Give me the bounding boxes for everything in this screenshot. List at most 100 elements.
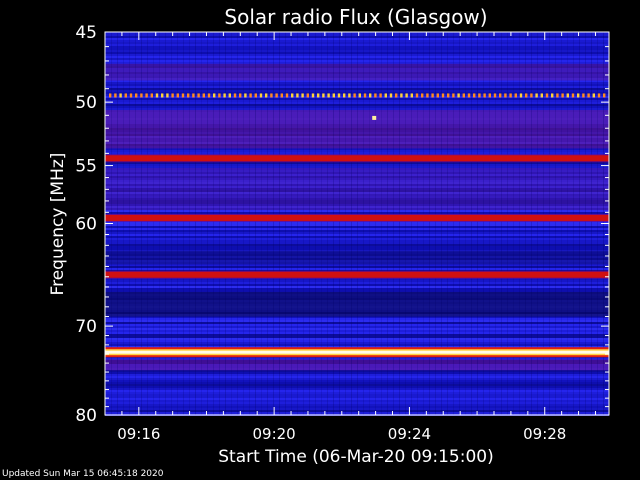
pulsed-band-mark — [436, 93, 439, 98]
heatmap-row — [105, 242, 609, 244]
time-striation — [147, 32, 148, 415]
time-striation — [531, 32, 532, 415]
heatmap-row — [105, 328, 609, 330]
heatmap-row — [105, 290, 609, 292]
pulsed-band-mark — [270, 93, 273, 98]
pulsed-band-mark — [369, 93, 372, 98]
heatmap-row — [105, 186, 609, 188]
heatmap-row — [105, 100, 609, 102]
heatmap-row — [105, 244, 609, 246]
pulsed-band-mark — [322, 93, 325, 98]
heatmap-row — [105, 404, 609, 406]
heatmap-row — [105, 82, 609, 84]
time-striation — [573, 32, 574, 415]
heatmap-row — [105, 192, 609, 194]
heatmap-row — [105, 398, 609, 400]
pulsed-band-mark — [379, 93, 382, 98]
pulsed-band-mark — [499, 93, 502, 98]
pulsed-band-mark — [285, 93, 289, 98]
heatmap-row — [105, 52, 609, 54]
pulsed-band-mark — [592, 93, 595, 98]
pulsed-band-mark — [374, 93, 377, 98]
heatmap-row — [105, 102, 609, 104]
heatmap-row — [105, 178, 609, 180]
heatmap-row — [105, 50, 609, 52]
time-striation — [213, 32, 214, 415]
heatmap-row — [105, 48, 609, 50]
time-striation — [231, 32, 232, 415]
heatmap-row — [105, 58, 609, 60]
time-striation — [297, 32, 298, 415]
time-striation — [459, 32, 460, 415]
pulsed-band-mark — [181, 93, 185, 98]
pulsed-band-mark — [187, 93, 190, 98]
heatmap-row — [105, 90, 609, 92]
heatmap-row — [105, 316, 609, 318]
emission-band — [105, 155, 609, 162]
time-striation — [423, 32, 424, 415]
pulsed-band-mark — [551, 93, 554, 98]
time-striation — [123, 32, 124, 415]
pulsed-band-mark — [119, 93, 122, 98]
heatmap-row — [105, 280, 609, 282]
heatmap-row — [105, 208, 609, 210]
time-striation — [567, 32, 568, 415]
pulsed-band-mark — [493, 93, 497, 98]
time-striation — [537, 32, 538, 415]
pulsed-band-mark — [525, 93, 528, 98]
pulsed-band-mark — [301, 93, 304, 98]
emission-speck — [372, 115, 377, 120]
heatmap-row — [105, 408, 609, 410]
time-striation — [417, 32, 418, 415]
pulsed-band-mark — [514, 93, 517, 98]
time-striation — [435, 32, 436, 415]
pulsed-band-mark — [311, 93, 315, 98]
heatmap-row — [105, 92, 609, 94]
heatmap-row — [105, 396, 609, 398]
background-subband — [105, 291, 609, 317]
pulsed-band-mark — [150, 93, 153, 98]
heatmap-row — [105, 248, 609, 250]
time-striation — [369, 32, 370, 415]
time-striation — [135, 32, 136, 415]
heatmap-row — [105, 388, 609, 390]
pulsed-band-mark — [114, 93, 117, 98]
pulsed-band-mark — [317, 93, 320, 98]
time-striation — [165, 32, 166, 415]
heatmap-row — [105, 88, 609, 90]
heatmap-row — [105, 372, 609, 374]
time-striation — [345, 32, 346, 415]
pulsed-band-mark — [155, 93, 159, 98]
time-striation — [333, 32, 334, 415]
heatmap-row — [105, 104, 609, 106]
time-striation — [501, 32, 502, 415]
pulsed-band-mark — [233, 93, 237, 98]
pulsed-band-mark — [291, 93, 294, 98]
time-striation — [129, 32, 130, 415]
heatmap-row — [105, 340, 609, 342]
time-striation — [309, 32, 310, 415]
heatmap-row — [105, 148, 609, 150]
time-striation — [411, 32, 412, 415]
time-striation — [303, 32, 304, 415]
time-striation — [393, 32, 394, 415]
time-striation — [585, 32, 586, 415]
heatmap-row — [105, 80, 609, 82]
heatmap-row — [105, 338, 609, 340]
pulsed-band-mark — [213, 93, 216, 98]
heatmap-row — [105, 384, 609, 386]
background-subband — [105, 359, 609, 371]
heatmap-row — [105, 84, 609, 86]
pulsed-band-mark — [363, 93, 367, 98]
pulsed-band-mark — [384, 93, 387, 98]
pulsed-band-mark — [207, 93, 211, 98]
pulsed-band-mark — [603, 93, 606, 98]
emission-band — [105, 214, 609, 221]
heatmap-row — [105, 36, 609, 38]
heatmap-row — [105, 42, 609, 44]
heatmap-row — [105, 238, 609, 240]
heatmap-row — [105, 226, 609, 228]
heatmap-row — [105, 202, 609, 204]
pulsed-band-mark — [166, 93, 169, 98]
